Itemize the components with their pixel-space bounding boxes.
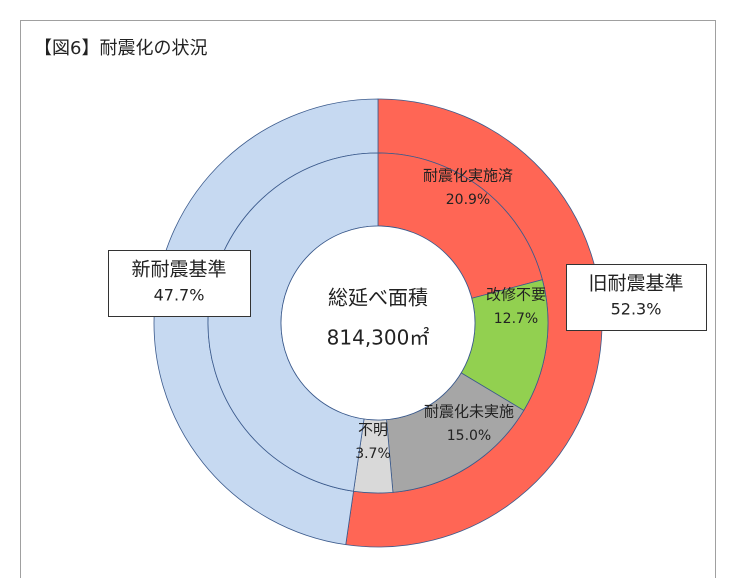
outer-value-label: 52.3%	[611, 300, 662, 319]
label-box	[566, 264, 707, 331]
inner-value-label: 20.9%	[446, 192, 490, 208]
center-label: 814,300㎡	[327, 326, 430, 350]
chart-title: 【図6】耐震化の状況	[34, 38, 207, 59]
inner-category-label: 耐震化未実施	[424, 403, 514, 421]
center-label: 総延べ面積	[328, 286, 428, 310]
outer-category-label: 新耐震基準	[131, 259, 226, 281]
outer-category-label: 旧耐震基準	[588, 273, 683, 295]
donut-hole	[280, 225, 476, 421]
inner-value-label: 12.7%	[494, 311, 538, 327]
outer-value-label: 47.7%	[154, 286, 205, 305]
inner-category-label: 不明	[358, 421, 388, 439]
inner-category-label: 改修不要	[486, 286, 546, 304]
inner-category-label: 耐震化実施済	[423, 167, 513, 185]
label-box	[108, 250, 251, 317]
inner-value-label: 3.7%	[355, 446, 391, 462]
inner-value-label: 15.0%	[447, 428, 491, 444]
